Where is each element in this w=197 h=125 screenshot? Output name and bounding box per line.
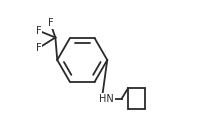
Text: F: F [36,43,41,53]
Text: F: F [36,26,41,36]
Text: HN: HN [99,94,114,104]
Text: F: F [47,18,53,28]
